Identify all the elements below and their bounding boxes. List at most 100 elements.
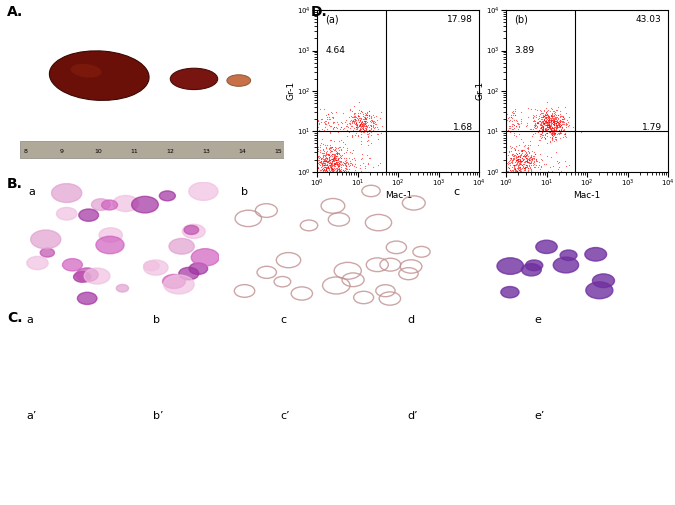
Point	[548, 124, 559, 132]
Point	[352, 130, 363, 138]
Point	[360, 126, 371, 134]
Point	[548, 118, 559, 126]
Point	[321, 162, 332, 170]
Point	[354, 118, 364, 126]
Point	[517, 160, 528, 168]
Point	[530, 129, 541, 137]
Point	[325, 158, 335, 166]
Point	[512, 167, 522, 175]
Point	[514, 161, 524, 169]
Point	[534, 161, 545, 169]
Point	[336, 165, 347, 173]
Point	[325, 136, 335, 144]
Point	[501, 160, 512, 168]
Point	[539, 134, 550, 142]
Point	[549, 127, 560, 135]
Point	[551, 130, 562, 138]
Point	[536, 123, 547, 131]
Point	[312, 164, 323, 172]
Point	[517, 156, 528, 164]
Point	[518, 138, 529, 146]
Point	[347, 145, 358, 154]
Point	[362, 130, 373, 138]
Point	[515, 165, 526, 173]
Point	[333, 162, 344, 170]
Point	[547, 120, 558, 128]
Point	[355, 125, 366, 133]
Point	[541, 138, 552, 146]
Point	[515, 168, 526, 176]
Point	[367, 118, 378, 126]
Point	[506, 163, 517, 171]
Circle shape	[76, 268, 98, 282]
Point	[556, 124, 567, 132]
Text: 11: 11	[130, 149, 138, 155]
Point	[539, 121, 550, 129]
Point	[529, 160, 540, 168]
Point	[522, 162, 533, 170]
Point	[353, 112, 364, 120]
Point	[504, 157, 515, 165]
Point	[315, 161, 326, 169]
Point	[519, 164, 530, 172]
Point	[340, 160, 351, 168]
Point	[356, 154, 367, 162]
Point	[341, 165, 352, 173]
Point	[547, 112, 558, 120]
Point	[544, 114, 555, 122]
Point	[333, 168, 344, 176]
Point	[319, 168, 330, 176]
Point	[501, 168, 512, 176]
Circle shape	[84, 268, 110, 284]
Point	[362, 118, 373, 126]
Point	[355, 140, 366, 148]
Point	[514, 156, 524, 164]
Point	[340, 161, 351, 169]
Point	[552, 124, 563, 132]
Point	[503, 158, 514, 166]
Point	[360, 124, 371, 132]
Point	[522, 164, 533, 172]
Point	[543, 125, 554, 133]
Point	[529, 112, 539, 120]
Point	[325, 108, 336, 116]
Point	[350, 121, 361, 129]
Point	[538, 122, 549, 130]
Point	[559, 130, 570, 138]
Circle shape	[96, 236, 124, 254]
Point	[544, 124, 555, 132]
Point	[552, 121, 563, 129]
Point	[316, 155, 327, 163]
Point	[526, 159, 537, 167]
Point	[317, 165, 327, 173]
Point	[351, 120, 362, 128]
Point	[515, 151, 526, 159]
Point	[551, 121, 562, 129]
Point	[318, 157, 329, 165]
Point	[317, 168, 328, 176]
Point	[556, 121, 566, 129]
Point	[355, 125, 366, 133]
Point	[354, 112, 364, 120]
Point	[360, 117, 371, 125]
Point	[543, 114, 554, 122]
Point	[545, 133, 556, 141]
Point	[506, 166, 517, 174]
Point	[327, 166, 338, 174]
Point	[312, 165, 323, 173]
Point	[372, 123, 383, 131]
Point	[547, 123, 558, 131]
Point	[338, 125, 348, 133]
Point	[329, 118, 340, 126]
Point	[318, 162, 329, 170]
Point	[549, 121, 560, 129]
Point	[364, 121, 375, 129]
Point	[359, 117, 370, 125]
Point	[348, 127, 358, 135]
Point	[545, 153, 556, 161]
Point	[339, 160, 350, 168]
Point	[317, 168, 328, 176]
Point	[326, 155, 337, 163]
Point	[501, 168, 512, 176]
Point	[312, 123, 323, 131]
